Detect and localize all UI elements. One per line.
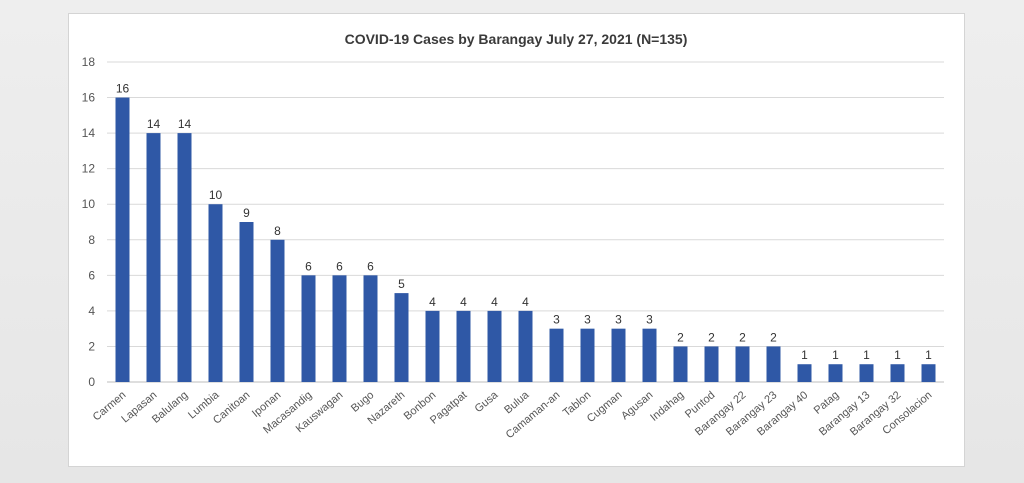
bar <box>890 364 905 382</box>
y-tick-label: 18 <box>82 55 96 69</box>
y-tick-label: 16 <box>82 91 96 105</box>
data-label: 1 <box>894 348 901 362</box>
bar <box>363 275 378 382</box>
bar <box>270 239 285 382</box>
bar <box>487 310 502 382</box>
data-label: 3 <box>553 313 560 327</box>
y-tick-label: 10 <box>82 197 96 211</box>
bar <box>704 346 719 382</box>
bar <box>239 222 254 382</box>
bar <box>549 328 564 382</box>
bar <box>208 204 223 382</box>
data-label: 1 <box>801 348 808 362</box>
data-label: 2 <box>677 330 684 344</box>
bar <box>394 293 409 382</box>
y-tick-label: 8 <box>88 233 95 247</box>
data-label: 3 <box>615 313 622 327</box>
data-label: 4 <box>429 295 436 309</box>
bar <box>642 328 657 382</box>
data-label: 14 <box>147 117 161 131</box>
data-label: 4 <box>460 295 467 309</box>
bar <box>580 328 595 382</box>
data-label: 2 <box>739 330 746 344</box>
y-tick-label: 6 <box>88 268 95 282</box>
data-label: 1 <box>863 348 870 362</box>
data-label: 4 <box>491 295 498 309</box>
x-tick-label: Cugman <box>585 389 625 425</box>
bar <box>425 310 440 382</box>
bar <box>301 275 316 382</box>
data-label: 9 <box>243 206 250 220</box>
bar <box>828 364 843 382</box>
data-label: 8 <box>274 224 281 238</box>
bar <box>177 133 192 382</box>
data-label: 5 <box>398 277 405 291</box>
data-label: 3 <box>646 313 653 327</box>
y-tick-label: 14 <box>82 126 96 140</box>
data-label: 3 <box>584 313 591 327</box>
y-tick-label: 2 <box>88 339 95 353</box>
data-label: 6 <box>305 259 312 273</box>
y-axis: 0 2 4 6 8 10 12 14 16 18 <box>82 55 96 389</box>
data-label: 6 <box>367 259 374 273</box>
data-label: 10 <box>209 188 223 202</box>
data-label: 1 <box>925 348 932 362</box>
bar <box>673 346 688 382</box>
data-label: 14 <box>178 117 192 131</box>
bar <box>332 275 347 382</box>
data-labels: 16 14 14 10 9 8 6 6 6 5 4 4 4 4 3 3 3 3 2 2 2 2 1 1 1 1 1 <box>116 82 932 363</box>
bar <box>859 364 874 382</box>
data-label: 1 <box>832 348 839 362</box>
chart-panel: COVID-19 Cases by Barangay July 27, 2021… <box>68 13 965 467</box>
y-tick-label: 12 <box>82 162 96 176</box>
data-label: 2 <box>770 330 777 344</box>
bar <box>797 364 812 382</box>
bars <box>115 97 936 383</box>
x-tick-label: Indahag <box>648 389 686 424</box>
chart-title: COVID-19 Cases by Barangay July 27, 2021… <box>345 31 688 47</box>
bar <box>735 346 750 382</box>
bar <box>611 328 626 382</box>
y-tick-label: 4 <box>88 304 95 318</box>
bar <box>115 97 130 383</box>
y-tick-label: 0 <box>88 375 95 389</box>
bar <box>921 364 936 382</box>
data-label: 16 <box>116 82 130 96</box>
bar <box>456 310 471 382</box>
x-tick-label: Camaman-an <box>504 389 563 441</box>
bar <box>146 133 161 382</box>
data-label: 6 <box>336 259 343 273</box>
bar-chart: COVID-19 Cases by Barangay July 27, 2021… <box>82 31 944 442</box>
bar <box>766 346 781 382</box>
bar <box>518 310 533 382</box>
x-tick-label: Gusa <box>473 389 502 416</box>
data-label: 4 <box>522 295 529 309</box>
data-label: 2 <box>708 330 715 344</box>
x-axis: CarmenLapasanBalulangLumbiaCanitoanIpona… <box>91 389 935 442</box>
